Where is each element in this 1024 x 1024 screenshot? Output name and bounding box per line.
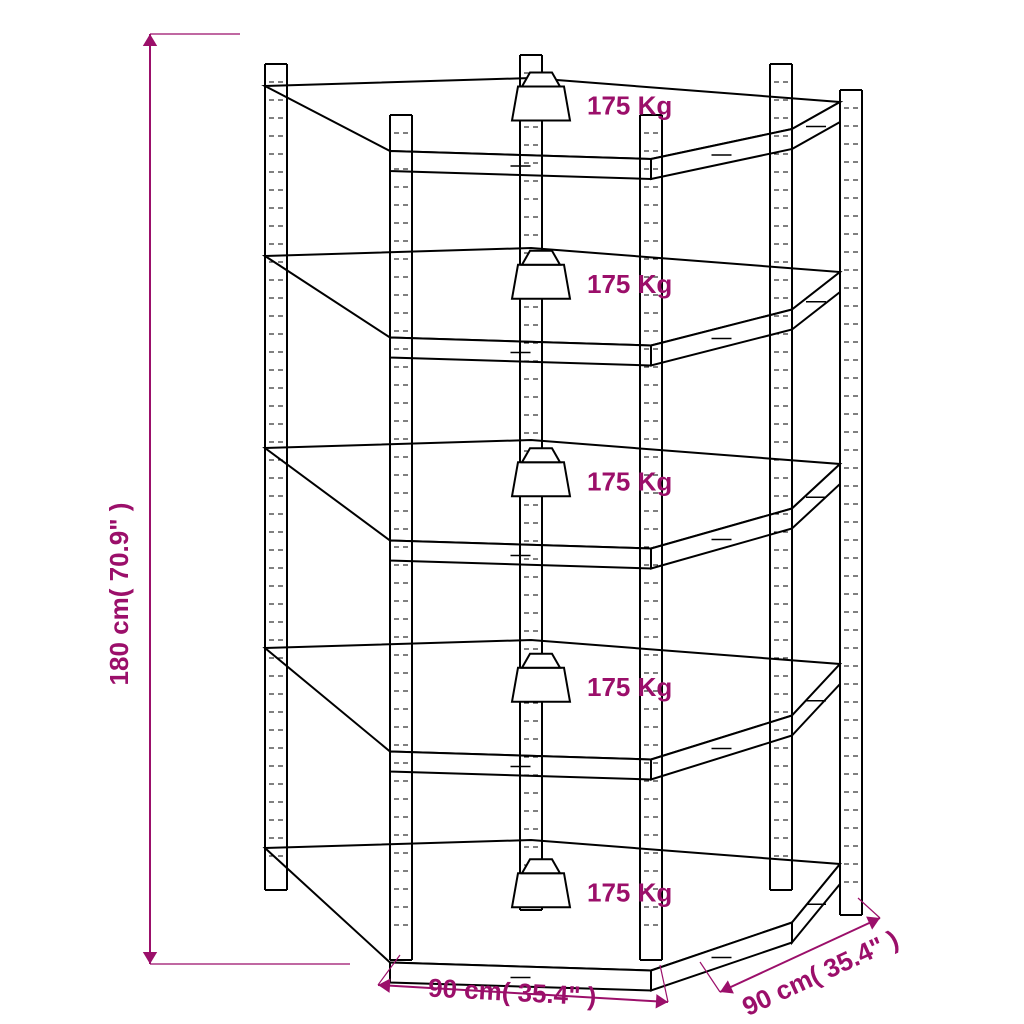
weight-label: 175 Kg [587, 269, 672, 299]
weight-label: 175 Kg [587, 672, 672, 702]
height-dimension: 180 cm( 70.9" ) [104, 503, 134, 686]
weight-label: 175 Kg [587, 91, 672, 121]
weight-label: 175 Kg [587, 877, 672, 907]
weight-label: 175 Kg [587, 466, 672, 496]
